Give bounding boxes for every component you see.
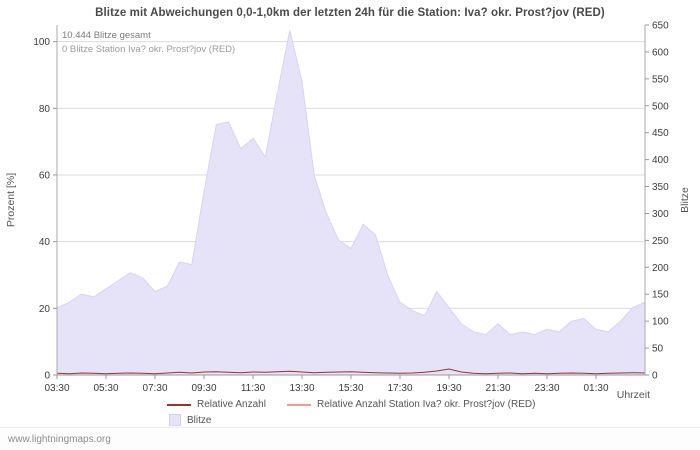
y-axis-tick-label-right: 300 <box>652 209 669 220</box>
x-axis-tick-label: 11:30 <box>241 383 266 394</box>
series-line-1 <box>56 368 646 375</box>
y-axis-tick-label-right: 200 <box>652 263 669 274</box>
y-axis-tick-label-right: 400 <box>652 155 669 166</box>
x-axis-tick-label: 21:30 <box>485 383 510 394</box>
y-axis-tick-label-left: 40 <box>39 237 51 248</box>
legend-item-relative-anzahl: Relative Anzahl <box>167 399 266 410</box>
legend-line-swatch-relative-anzahl <box>167 403 191 406</box>
y-axis-tick-label-right: 50 <box>652 344 664 355</box>
x-axis-tick-label: 15:30 <box>338 383 363 394</box>
series-area-0 <box>56 30 646 376</box>
legend-item-relative-anzahl-station: Relative Anzahl Station Iva? okr. Prost?… <box>287 399 535 410</box>
y-axis-tick-label-right: 600 <box>652 47 669 58</box>
y-axis-tick-label-left: 20 <box>39 304 51 315</box>
y-axis-title-left: Prozent [%] <box>5 173 17 227</box>
chart-annotations: 10.444 Blitze gesamt 0 Blitze Station Iv… <box>62 29 235 57</box>
footer-strip: www.lightningmaps.org <box>0 427 700 450</box>
legend-label-relative-anzahl: Relative Anzahl <box>197 399 266 410</box>
y-axis-tick-label-left: 100 <box>33 37 50 48</box>
x-axis-tick-label: 07:30 <box>142 383 167 394</box>
y-axis-tick-label-right: 0 <box>652 371 658 382</box>
watermark-text: www.lightningmaps.org <box>8 434 111 445</box>
x-axis-tick-label: 03:30 <box>44 383 69 394</box>
x-axis-tick-label: 09:30 <box>191 383 216 394</box>
x-axis-tick-label: 05:30 <box>93 383 118 394</box>
legend-label-relative-anzahl-station: Relative Anzahl Station Iva? okr. Prost?… <box>317 399 536 410</box>
chart-title: Blitze mit Abweichungen 0,0-1,0km der le… <box>95 7 605 19</box>
x-axis-tick-label: 01:30 <box>583 383 608 394</box>
y-axis-tick-label-left: 60 <box>39 171 51 182</box>
legend-item-blitze: Blitze <box>169 414 211 426</box>
y-axis-tick-label-right: 550 <box>652 74 669 85</box>
y-axis-tick-label-right: 100 <box>652 317 669 328</box>
legend-area-swatch-blitze <box>169 414 181 426</box>
y-axis-tick-label-right: 450 <box>652 128 669 139</box>
y-axis-tick-label-right: 350 <box>652 182 669 193</box>
y-axis-tick-label-left: 0 <box>44 371 50 382</box>
legend-line-swatch-relative-anzahl-station <box>287 403 311 406</box>
x-axis-tick-label: 23:30 <box>534 383 559 394</box>
y-axis-title-right: Blitze <box>679 187 691 213</box>
annotation-station-strikes: 0 Blitze Station Iva? okr. Prost?jov (RE… <box>62 44 236 55</box>
x-axis-tick-label: 17:30 <box>387 383 412 394</box>
y-axis-tick-label-right: 150 <box>652 290 669 301</box>
x-axis-tick-label: 19:30 <box>436 383 461 394</box>
legend-label-blitze: Blitze <box>187 414 212 426</box>
annotation-total-strikes: 10.444 Blitze gesamt <box>62 30 151 41</box>
y-axis-tick-label-left: 80 <box>39 104 51 115</box>
x-axis-title: Uhrzeit <box>616 389 650 401</box>
y-axis-tick-label-right: 250 <box>652 236 669 247</box>
y-axis-tick-label-right: 500 <box>652 101 669 112</box>
y-axis-tick-label-right: 650 <box>652 21 669 32</box>
x-axis-tick-label: 13:30 <box>289 383 314 394</box>
